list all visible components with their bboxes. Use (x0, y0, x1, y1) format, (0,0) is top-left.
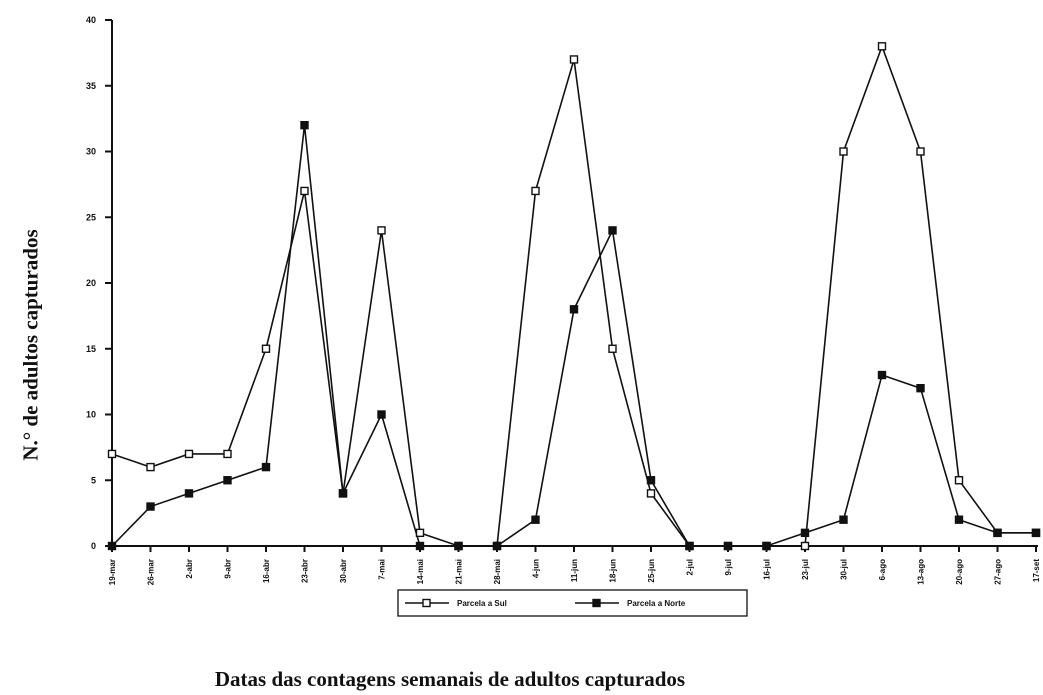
series-line-0 (111, 43, 1036, 547)
series-0-point (146, 462, 155, 472)
legend-box (397, 589, 748, 617)
series-0-point (877, 42, 887, 51)
series-1-point (839, 515, 848, 524)
series-1-point (300, 120, 309, 130)
series-0-point (531, 186, 540, 196)
series-1-point (800, 528, 810, 538)
x-tick-label: 16-jul (763, 559, 772, 580)
series-1-point (685, 541, 694, 551)
x-tick-label: 6-ago (878, 559, 887, 580)
x-tick-label: 16-abr (262, 559, 271, 583)
series-0-point (261, 344, 271, 353)
x-tick-label: 2-abr (185, 559, 194, 579)
y-axis-title: N.° de adultos capturados (18, 229, 43, 461)
x-tick-label: 25-jun (647, 559, 656, 583)
x-tick-label: 14-mai (416, 559, 425, 584)
series-1-point (107, 541, 117, 551)
y-tick-label: 15 (86, 344, 96, 354)
y-tick-label: 35 (86, 81, 96, 91)
y-axis-ticks: 0 5 10 15 20 25 30 35 40 (86, 15, 112, 551)
x-tick-label: 30-jul (840, 559, 849, 580)
y-tick-label: 0 (91, 541, 96, 551)
series-0-point (916, 147, 925, 156)
series-0-point (608, 344, 617, 353)
x-tick-label: 23-abr (301, 559, 310, 583)
x-tick-label: 18-jun (609, 559, 618, 583)
y-tick-label: 5 (91, 475, 96, 485)
x-tick-label: 26-mar (147, 559, 156, 585)
series-0-point (569, 55, 579, 64)
legend: Parcela a Sul Parcela a Norte (397, 589, 748, 617)
y-tick-label: 25 (86, 212, 96, 222)
series-1-point (338, 489, 348, 498)
series-0-point (107, 449, 117, 459)
x-tick-label: 7-mai (378, 559, 387, 580)
legend-label: Parcela a Sul (457, 599, 507, 608)
axes (111, 20, 1038, 547)
series-0-point (800, 541, 810, 551)
y-tick-label: 30 (86, 147, 96, 157)
x-tick-label: 2-jul (686, 559, 695, 575)
series-1-point (492, 541, 502, 551)
y-axis-title-box: N.° de adultos capturados (18, 195, 44, 495)
series-1-point (723, 541, 733, 551)
y-tick-label: 10 (86, 410, 96, 420)
series-1-point (993, 528, 1002, 538)
series-1-point (954, 515, 964, 524)
series-1-point (916, 384, 925, 393)
y-tick-label: 40 (86, 15, 96, 25)
series-line-1 (111, 125, 1036, 547)
series-0-point (415, 528, 425, 538)
x-tick-label: 19-mar (108, 559, 117, 585)
series-1-point (646, 476, 656, 485)
series-0-point (954, 476, 964, 485)
series-1-point (608, 226, 617, 235)
series-1-point (261, 462, 271, 472)
series-1-point (454, 541, 463, 551)
series-1-point (569, 305, 579, 314)
series-1-point (223, 476, 232, 485)
series-0-point (184, 449, 194, 459)
x-axis-ticks: 19-mar 26-mar 2-abr 9-abr 16-abr 23-abr 30-abr… (108, 546, 1041, 585)
series-0-point (839, 147, 848, 156)
series-1-point (146, 502, 155, 511)
legend-marker (422, 598, 431, 608)
x-tick-label: 9-abr (224, 559, 233, 579)
legend-label: Parcela a Norte (627, 599, 686, 608)
x-tick-label: 28-mai (493, 559, 502, 584)
x-tick-label: 27-ago (994, 559, 1003, 585)
series-0-point (377, 226, 386, 235)
x-axis-title: Datas das contagens semanais de adultos … (214, 667, 686, 691)
series-lines (111, 43, 1036, 547)
x-tick-label: 11-jun (570, 559, 579, 582)
legend-marker (592, 598, 601, 608)
x-tick-label: 23-jul (801, 559, 810, 580)
x-tick-label: 13-ago (917, 559, 926, 585)
x-tick-label: 9-jul (724, 559, 733, 575)
series-1-point (531, 515, 540, 524)
x-tick-label: 21-mai (455, 559, 464, 584)
series-1-point (415, 541, 425, 551)
x-tick-label: 17-set (1032, 559, 1041, 582)
series-0-point (646, 489, 656, 498)
series-1-point (377, 410, 386, 419)
series-markers (107, 42, 1041, 551)
series-1-point (762, 541, 771, 551)
series-0-point (300, 186, 309, 196)
series-1-point (184, 489, 194, 498)
series-1-point (1031, 528, 1041, 538)
x-tick-label: 20-ago (955, 559, 964, 585)
y-tick-label: 20 (86, 278, 96, 288)
series-1-point (877, 370, 887, 380)
series-0-point (223, 449, 232, 459)
x-tick-label: 30-abr (339, 559, 348, 583)
x-tick-label: 4-jun (532, 559, 541, 578)
